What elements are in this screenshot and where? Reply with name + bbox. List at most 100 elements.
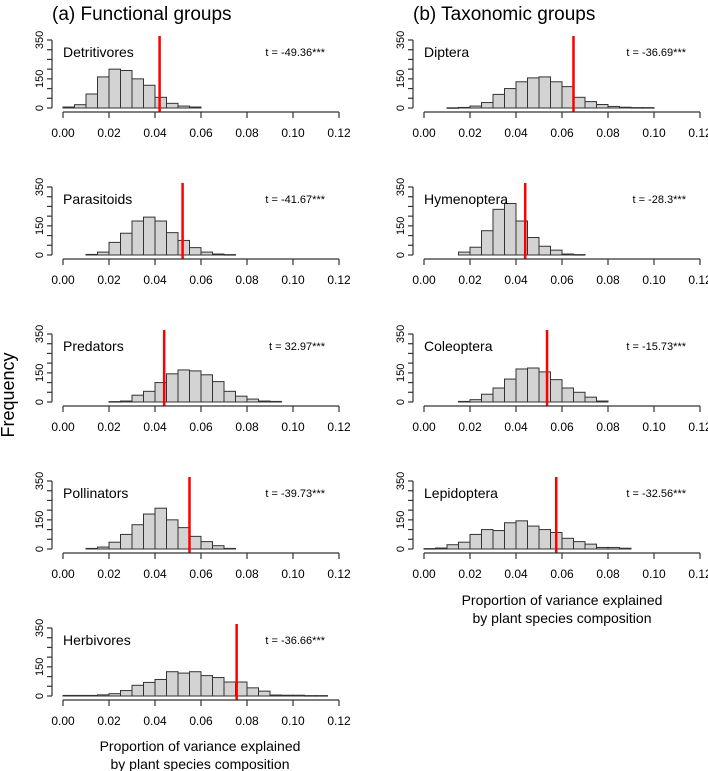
x-tick-label: 0.04: [504, 273, 528, 287]
t-statistic-label: t = -36.69***: [626, 47, 686, 59]
histogram-bar: [515, 81, 528, 109]
x-tick-label: 0.04: [143, 714, 167, 728]
x-tick-label: 0.06: [189, 273, 213, 287]
histogram-bar: [74, 104, 87, 109]
y-tick-label: 350: [34, 472, 46, 490]
histogram-bar: [561, 253, 574, 256]
histogram-bar: [120, 70, 133, 109]
x-tick-label: 0.00: [51, 420, 75, 434]
histogram-bar: [143, 216, 156, 256]
histogram-bar: [177, 105, 190, 109]
x-tick-label: 0.00: [51, 273, 75, 287]
x-tick-label: 0.08: [235, 273, 259, 287]
x-tick-label: 0.04: [143, 126, 167, 140]
histogram-bar: [584, 101, 597, 109]
histogram-bar: [166, 102, 179, 109]
y-tick-label: 150: [395, 70, 407, 88]
x-tick-label: 0.00: [412, 420, 436, 434]
histogram-bar: [74, 694, 87, 697]
y-tick-label: 350: [34, 178, 46, 196]
t-statistic-label: t = -36.66***: [265, 635, 325, 647]
histogram-bar: [85, 93, 98, 109]
histogram-bar: [120, 232, 133, 256]
histogram-bar: [212, 381, 225, 403]
histogram-bar: [143, 681, 156, 697]
histogram-bar: [108, 241, 121, 256]
histogram-bar: [304, 695, 317, 697]
histogram-bar: [469, 105, 482, 109]
t-statistic-label: t = -41.67***: [265, 194, 325, 206]
histogram-bar: [423, 548, 436, 550]
histogram-bar: [550, 81, 563, 109]
histogram-bar: [269, 400, 282, 403]
x-tick-label: 0.00: [412, 273, 436, 287]
histogram-bar: [246, 687, 259, 697]
histogram-bar: [492, 530, 505, 550]
x-tick-label: 0.12: [688, 420, 708, 434]
y-tick-label: 150: [395, 364, 407, 382]
t-statistic-label: t = -28.3***: [632, 194, 686, 206]
histogram-bar: [596, 546, 609, 550]
x-axis-label: by plant species composition: [473, 610, 652, 626]
x-tick-label: 0.06: [189, 420, 213, 434]
histogram-bar: [131, 394, 144, 403]
column-title: (b) Taxonomic groups: [413, 4, 595, 25]
y-tick-label: 350: [395, 31, 407, 49]
t-statistic-label: t = -15.73***: [626, 341, 686, 353]
x-tick-label: 0.12: [327, 714, 351, 728]
histogram-bar: [469, 246, 482, 256]
histogram-bar: [62, 106, 75, 109]
histogram-bar: [619, 547, 632, 550]
histogram-bar: [504, 203, 517, 256]
histogram-bar: [85, 547, 98, 550]
y-tick-label: 350: [34, 325, 46, 343]
histogram-bar: [561, 387, 574, 403]
histogram-bar: [573, 96, 586, 109]
histogram-bar: [189, 247, 202, 256]
x-tick-label: 0.02: [97, 420, 121, 434]
t-statistic-label: t = -39.73***: [265, 488, 325, 500]
histogram-bar: [223, 681, 236, 697]
y-tick-label: 350: [395, 325, 407, 343]
histogram-bar: [189, 671, 202, 697]
x-tick-label: 0.08: [596, 126, 620, 140]
x-tick-label: 0.04: [143, 420, 167, 434]
x-tick-label: 0.02: [458, 567, 482, 581]
histogram-bar: [223, 254, 236, 256]
histogram-bar: [143, 513, 156, 550]
histogram-bar: [573, 254, 586, 256]
x-tick-label: 0.10: [642, 420, 666, 434]
y-axis-label: Frequency: [0, 352, 18, 437]
histogram-bar: [481, 230, 494, 256]
x-tick-label: 0.12: [688, 273, 708, 287]
histogram-bar: [154, 507, 167, 550]
histogram-bar: [607, 546, 620, 550]
histogram-bar: [269, 694, 282, 697]
histogram-bar: [223, 547, 236, 550]
histogram-bar: [504, 522, 517, 550]
t-statistic-label: t = -49.36***: [265, 47, 325, 59]
histogram-bar: [584, 543, 597, 550]
t-statistic-label: t = 32.97***: [269, 341, 326, 353]
histogram-bar: [166, 232, 179, 256]
histogram-bar: [166, 519, 179, 550]
x-axis-label: Proportion of variance explained: [462, 592, 663, 608]
histogram-bar: [515, 368, 528, 403]
y-tick-label: 0: [395, 546, 407, 552]
x-tick-label: 0.08: [235, 420, 259, 434]
histogram-bar: [538, 529, 551, 550]
histogram-bar: [131, 78, 144, 109]
histogram-bar: [131, 220, 144, 256]
x-tick-label: 0.12: [688, 567, 708, 581]
y-tick-label: 150: [395, 217, 407, 235]
panel-title: Herbivores: [63, 632, 131, 648]
x-tick-label: 0.08: [596, 420, 620, 434]
histogram-bar: [97, 546, 110, 550]
y-tick-label: 150: [34, 217, 46, 235]
y-tick-label: 0: [395, 252, 407, 258]
histogram-bar: [481, 393, 494, 403]
y-tick-label: 350: [395, 178, 407, 196]
histogram-bar: [246, 398, 259, 403]
histogram-bar: [527, 77, 540, 109]
x-tick-label: 0.10: [642, 273, 666, 287]
